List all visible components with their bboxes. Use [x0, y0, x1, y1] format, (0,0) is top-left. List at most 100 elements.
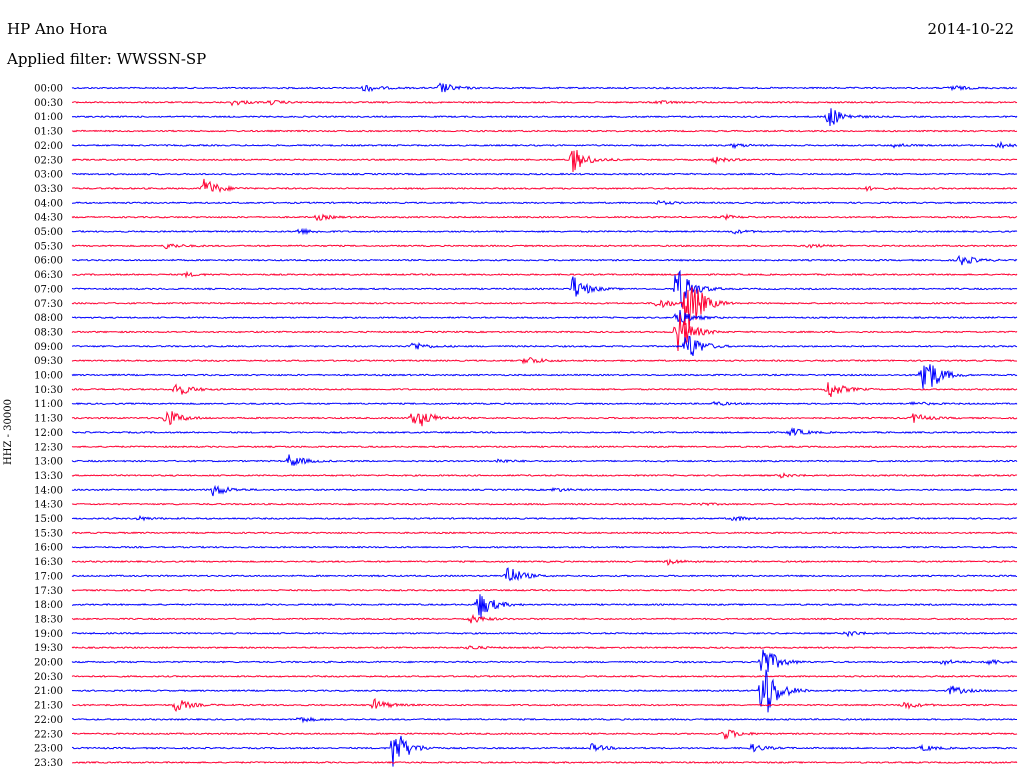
time-tick-0030: 00:30 — [34, 98, 63, 109]
trace-1800 — [72, 594, 1018, 618]
trace-1330 — [71, 472, 1018, 479]
trace-1230 — [71, 445, 1018, 449]
trace-2000 — [71, 649, 1018, 673]
trace-0930 — [71, 357, 1018, 365]
time-tick-2000: 20:00 — [34, 658, 63, 669]
trace-1700 — [71, 567, 1018, 582]
trace-1030 — [71, 382, 1018, 398]
trace-1300 — [71, 454, 1018, 466]
time-tick-1730: 17:30 — [34, 586, 63, 597]
trace-2230 — [72, 729, 1018, 740]
trace-0730 — [71, 286, 1018, 333]
trace-0530 — [71, 243, 1018, 250]
trace-1200 — [71, 427, 1018, 437]
time-tick-1230: 12:30 — [34, 442, 63, 453]
time-tick-0730: 07:30 — [34, 299, 63, 310]
time-tick-0630: 06:30 — [34, 270, 63, 281]
time-tick-0800: 08:00 — [34, 313, 63, 324]
time-tick-0530: 05:30 — [34, 241, 63, 252]
time-tick-0300: 03:00 — [34, 170, 63, 181]
time-tick-1400: 14:00 — [34, 485, 63, 496]
time-tick-1700: 17:00 — [34, 571, 63, 582]
time-tick-1330: 13:30 — [34, 471, 63, 482]
trace-1630 — [71, 558, 1018, 566]
time-tick-0330: 03:30 — [34, 184, 63, 195]
time-tick-1100: 11:00 — [34, 399, 63, 410]
time-tick-1430: 14:30 — [34, 500, 63, 511]
time-tick-0400: 04:00 — [34, 198, 63, 209]
seismic-traces — [71, 82, 1018, 767]
time-tick-0130: 01:30 — [34, 127, 63, 138]
time-tick-1200: 12:00 — [34, 428, 63, 439]
trace-1730 — [71, 588, 1018, 592]
time-tick-1130: 11:30 — [34, 414, 63, 425]
time-tick-2200: 22:00 — [34, 715, 63, 726]
trace-1900 — [71, 631, 1018, 638]
trace-0230 — [71, 150, 1018, 173]
trace-1430 — [71, 502, 1018, 507]
time-tick-1530: 15:30 — [34, 528, 63, 539]
trace-0400 — [72, 200, 1018, 206]
time-tick-0430: 04:30 — [34, 213, 63, 224]
trace-0000 — [71, 82, 1018, 93]
trace-2030 — [71, 674, 1018, 678]
time-tick-1800: 18:00 — [34, 600, 63, 611]
time-tick-2100: 21:00 — [34, 686, 63, 697]
time-tick-0600: 06:00 — [34, 256, 63, 267]
trace-0100 — [71, 108, 1018, 127]
trace-0130 — [71, 129, 1018, 133]
time-tick-0000: 00:00 — [34, 84, 63, 95]
time-tick-0830: 08:30 — [34, 327, 63, 338]
trace-2130 — [71, 697, 1018, 712]
trace-1130 — [71, 410, 1018, 427]
time-tick-2330: 23:30 — [34, 758, 63, 769]
date-label: 2014-10-22 — [927, 20, 1014, 38]
trace-0700 — [71, 269, 1018, 308]
trace-0300 — [71, 172, 1018, 176]
time-tick-1630: 16:30 — [34, 557, 63, 568]
trace-0030 — [71, 99, 1018, 107]
trace-1100 — [71, 400, 1018, 406]
trace-1600 — [71, 545, 1018, 549]
trace-2330 — [71, 761, 1018, 764]
station-title: HP Ano Hora — [7, 20, 108, 38]
trace-0600 — [71, 254, 1018, 266]
time-tick-1000: 10:00 — [34, 371, 63, 382]
time-tick-2030: 20:30 — [34, 672, 63, 683]
trace-0500 — [71, 227, 1018, 236]
filter-label: Applied filter: WWSSN-SP — [7, 50, 207, 68]
time-tick-0700: 07:00 — [34, 284, 63, 295]
time-tick-2300: 23:00 — [34, 744, 63, 755]
trace-0830 — [71, 314, 1018, 352]
time-tick-0900: 09:00 — [34, 342, 63, 353]
time-tick-1600: 16:00 — [34, 543, 63, 554]
trace-1530 — [71, 531, 1018, 535]
trace-0630 — [71, 270, 1018, 279]
time-tick-1500: 15:00 — [34, 514, 63, 525]
trace-1830 — [71, 613, 1018, 624]
trace-0200 — [71, 140, 1018, 150]
time-tick-1300: 13:00 — [34, 457, 63, 468]
time-tick-1930: 19:30 — [34, 643, 63, 654]
time-tick-labels: 00:00 00:30 01:00 01:30 02:00 02:30 03:00 03:30… — [34, 84, 63, 769]
trace-1930 — [71, 645, 1018, 650]
trace-2300 — [71, 735, 1018, 767]
time-tick-0930: 09:30 — [34, 356, 63, 367]
time-tick-0100: 01:00 — [34, 112, 63, 123]
trace-0900 — [72, 335, 1018, 357]
trace-0430 — [71, 213, 1018, 222]
trace-2200 — [71, 716, 1017, 724]
time-tick-1830: 18:30 — [34, 614, 63, 625]
time-tick-0230: 02:30 — [34, 155, 63, 166]
trace-2100 — [71, 669, 1018, 713]
time-tick-0500: 05:00 — [34, 227, 63, 238]
time-tick-1030: 10:30 — [34, 385, 63, 396]
time-tick-1900: 19:00 — [34, 629, 63, 640]
trace-1000 — [71, 364, 1018, 389]
trace-0800 — [71, 310, 1018, 325]
trace-1400 — [71, 484, 1018, 497]
time-tick-2230: 22:30 — [34, 729, 63, 740]
trace-0330 — [71, 178, 1018, 193]
time-tick-2130: 21:30 — [34, 701, 63, 712]
